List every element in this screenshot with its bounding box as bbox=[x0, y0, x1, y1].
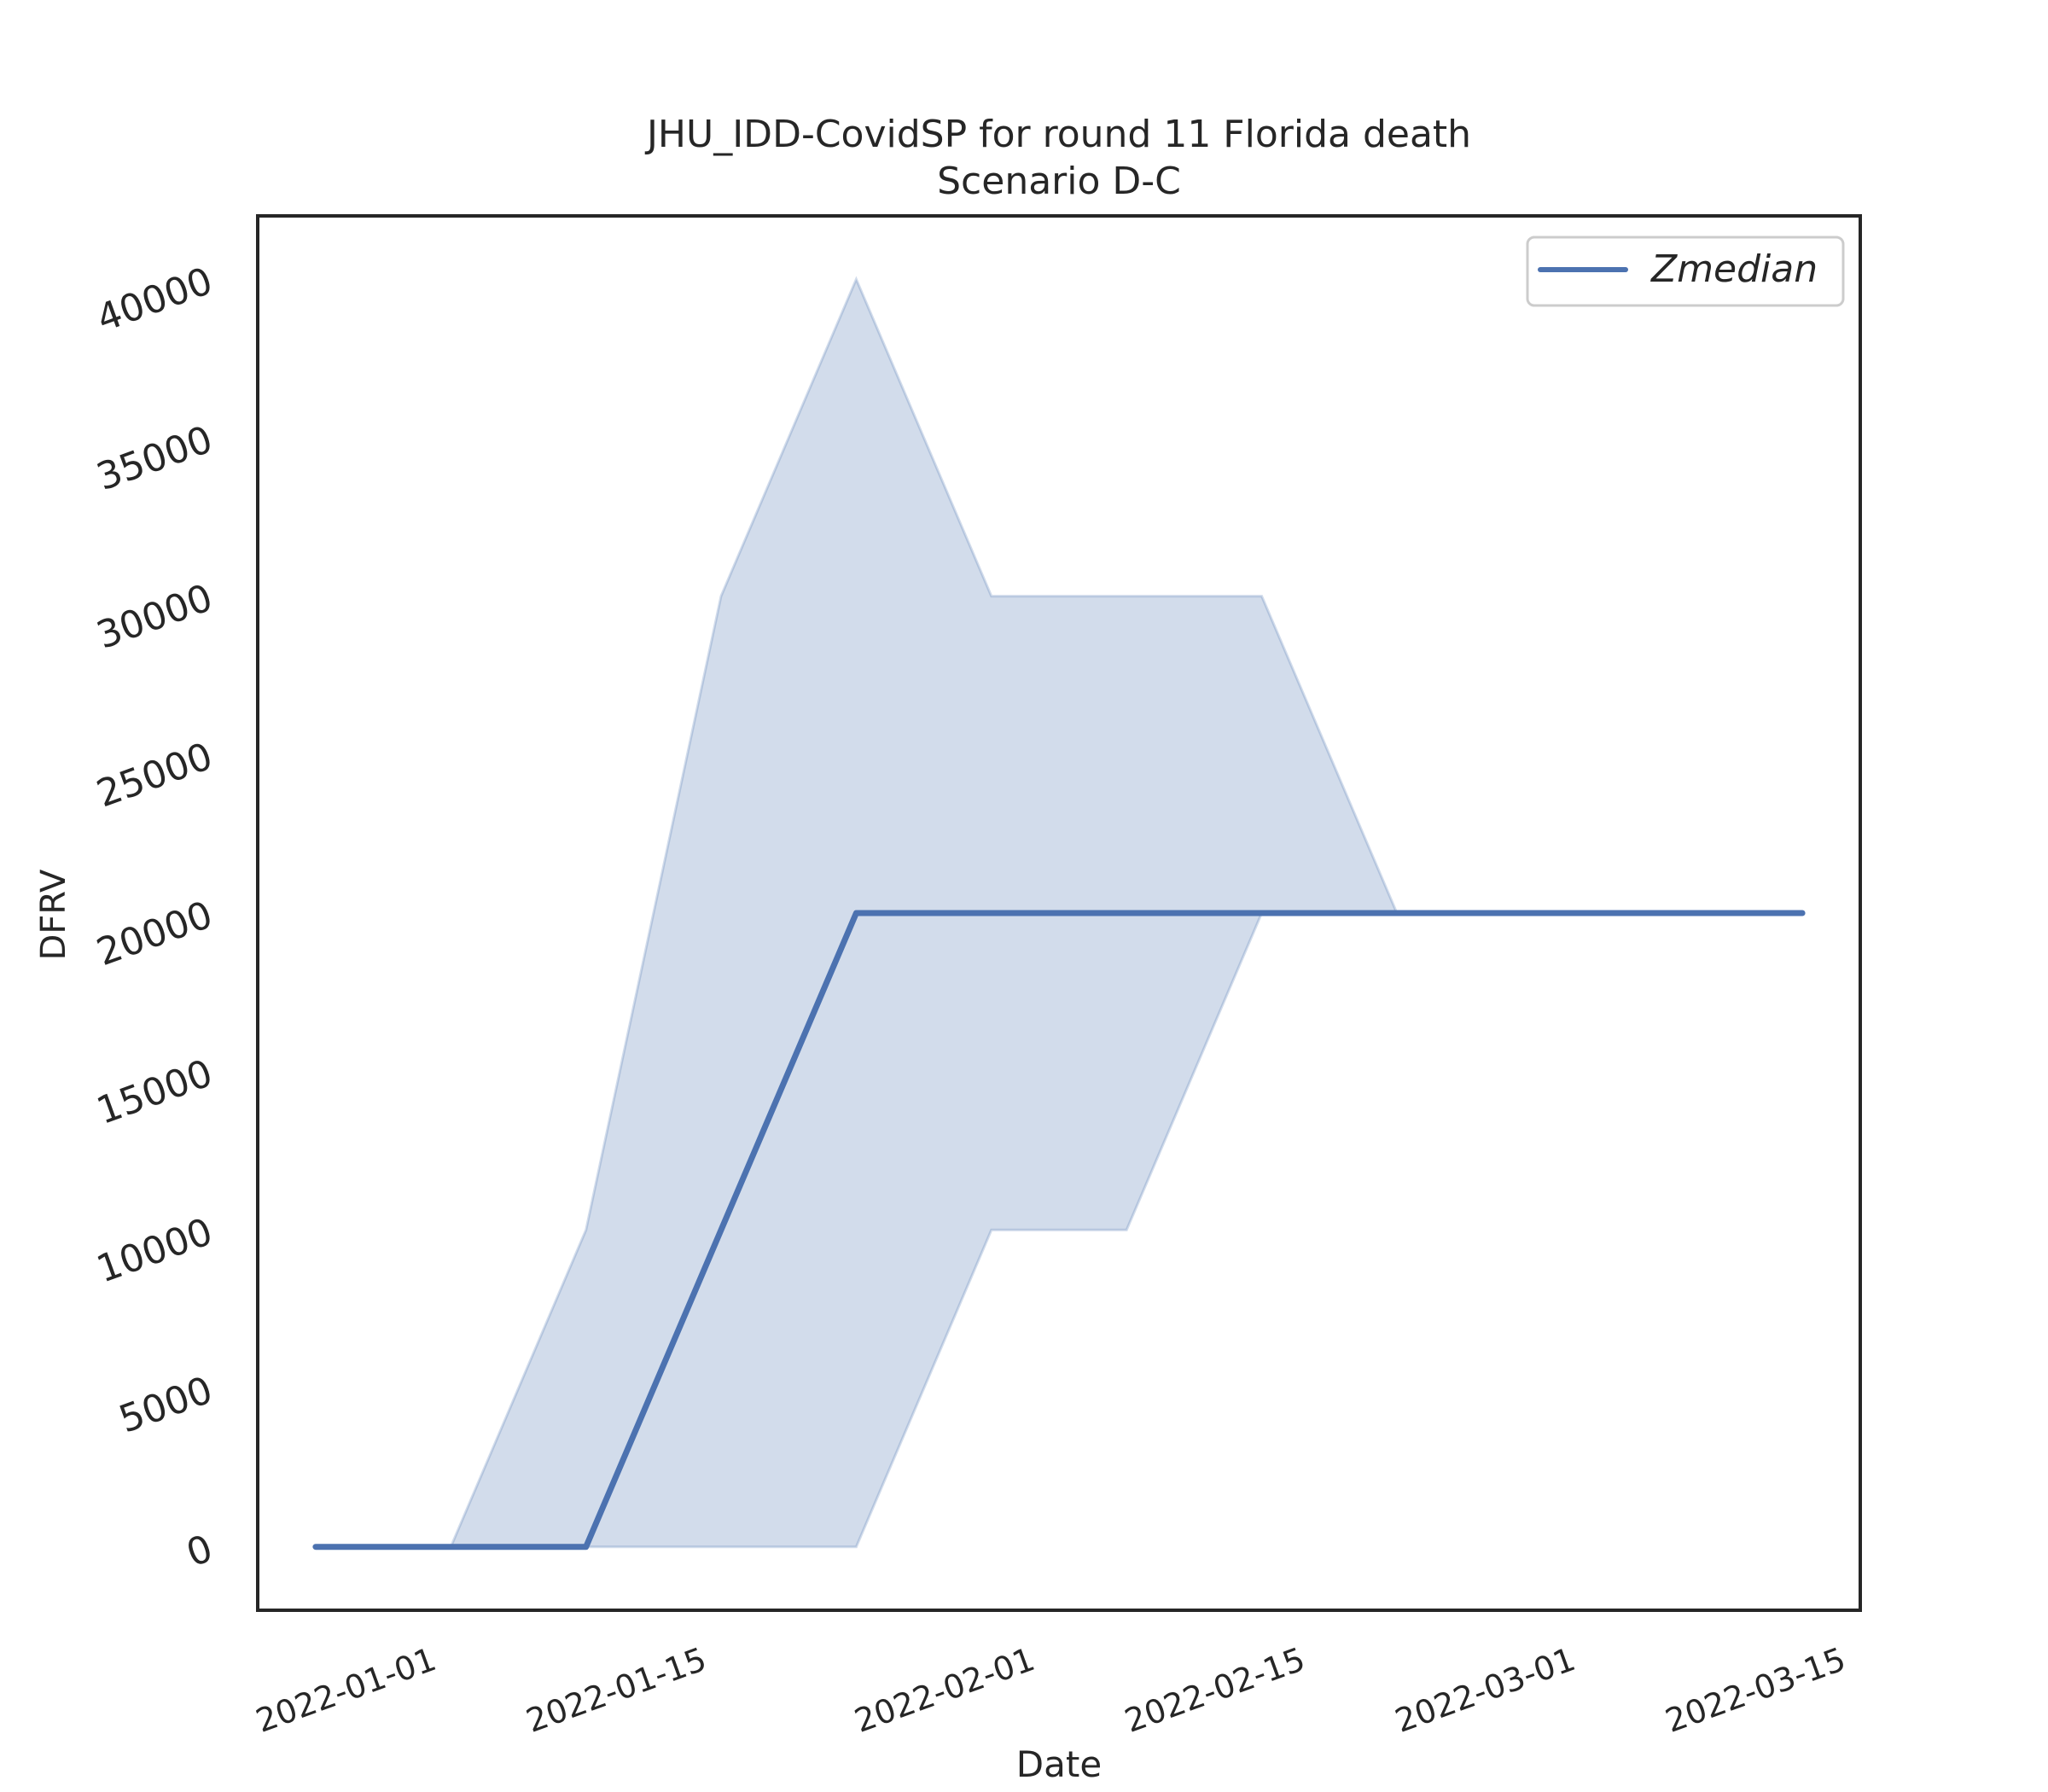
x-tick-label: 2022-01-01 bbox=[251, 1640, 441, 1740]
chart-subtitle: Scenario D-C bbox=[937, 160, 1181, 203]
y-tick-label: 5000 bbox=[113, 1368, 218, 1441]
chart-title: JHU_IDD-CovidSP for round 11 Florida dea… bbox=[644, 113, 1471, 156]
y-tick-label: 40000 bbox=[91, 259, 218, 341]
y-tick-label: 30000 bbox=[91, 576, 218, 658]
legend-label-zmedian: Zmedian bbox=[1650, 247, 1818, 291]
y-tick-labels: 0 5000 10000 15000 20000 25000 30000 35000 40000 bbox=[91, 259, 218, 1576]
x-tick-label: 2022-02-01 bbox=[850, 1640, 1040, 1740]
y-tick-label: 0 bbox=[181, 1527, 218, 1576]
legend: Zmedian bbox=[1526, 236, 1845, 307]
plot-frame bbox=[256, 214, 1862, 1612]
y-tick-label: 20000 bbox=[91, 893, 218, 975]
x-axis-label: Date bbox=[1016, 1743, 1102, 1785]
y-tick-label: 25000 bbox=[91, 735, 218, 817]
series-line-zmedian bbox=[312, 910, 1806, 1551]
y-tick-label: 10000 bbox=[91, 1210, 218, 1292]
x-tick-label: 2022-02-15 bbox=[1120, 1640, 1310, 1740]
x-tick-label: 2022-03-01 bbox=[1390, 1640, 1580, 1740]
legend-box bbox=[1526, 236, 1845, 307]
series-line-layer bbox=[312, 910, 1806, 1551]
y-axis-label: DFRV bbox=[34, 869, 73, 960]
x-tick-label: 2022-01-15 bbox=[521, 1640, 712, 1740]
x-tick-labels: 2022-01-01 2022-01-15 2022-02-01 2022-02-15… bbox=[251, 1640, 1850, 1740]
x-tick-label: 2022-03-15 bbox=[1661, 1640, 1851, 1740]
y-tick-label: 35000 bbox=[91, 417, 218, 499]
y-tick-label: 15000 bbox=[91, 1051, 218, 1133]
